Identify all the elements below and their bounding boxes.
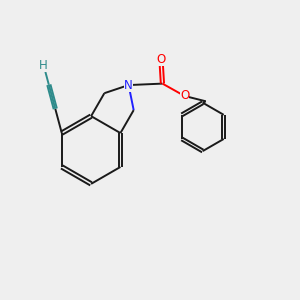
Text: O: O	[156, 53, 166, 66]
Text: N: N	[124, 79, 133, 92]
Text: O: O	[180, 89, 189, 103]
Text: H: H	[39, 59, 48, 72]
